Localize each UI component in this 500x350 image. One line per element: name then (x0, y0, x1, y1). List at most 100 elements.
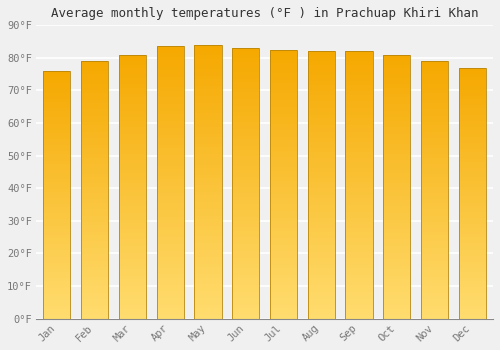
Bar (458, 133, 486, 136)
Bar (119, 98, 146, 101)
Bar (270, 245, 297, 248)
Bar (421, 229, 448, 232)
Bar (458, 259, 486, 262)
Bar (346, 88, 372, 91)
Bar (346, 285, 372, 288)
Bar (232, 170, 260, 173)
Bar (270, 120, 297, 124)
Bar (156, 104, 184, 108)
Bar (308, 168, 335, 172)
Bar (383, 259, 410, 262)
Bar (119, 127, 146, 131)
Bar (458, 250, 486, 253)
Bar (308, 225, 335, 229)
Bar (458, 237, 486, 240)
Bar (383, 309, 410, 312)
Bar (194, 76, 222, 79)
Bar (383, 249, 410, 253)
Bar (346, 68, 372, 71)
Bar (421, 93, 448, 97)
Bar (383, 58, 410, 61)
Bar (346, 242, 372, 245)
Bar (232, 197, 260, 200)
Bar (308, 255, 335, 258)
Bar (194, 219, 222, 223)
Bar (308, 272, 335, 275)
Bar (119, 276, 146, 279)
Bar (81, 289, 108, 293)
Bar (346, 75, 372, 78)
Bar (194, 124, 222, 127)
Bar (383, 230, 410, 233)
Bar (383, 233, 410, 236)
Bar (421, 219, 448, 222)
Bar (44, 253, 70, 257)
Bar (383, 157, 410, 160)
Bar (270, 140, 297, 144)
Bar (232, 210, 260, 214)
Bar (458, 246, 486, 250)
Bar (421, 232, 448, 235)
Bar (194, 264, 222, 267)
Bar (119, 75, 146, 78)
Bar (156, 305, 184, 308)
Bar (81, 151, 108, 154)
Bar (81, 167, 108, 170)
Bar (232, 146, 260, 149)
Bar (44, 257, 70, 260)
Bar (421, 196, 448, 200)
Bar (383, 187, 410, 190)
Bar (194, 110, 222, 113)
Bar (232, 295, 260, 298)
Bar (44, 312, 70, 315)
Bar (383, 131, 410, 134)
Bar (383, 216, 410, 219)
Bar (156, 274, 184, 278)
Bar (308, 309, 335, 312)
Bar (156, 302, 184, 305)
Bar (308, 202, 335, 205)
Bar (44, 275, 70, 278)
Bar (232, 163, 260, 166)
Bar (458, 190, 486, 193)
Bar (270, 171, 297, 174)
Bar (81, 187, 108, 190)
Bar (156, 67, 184, 70)
Bar (119, 236, 146, 239)
Bar (346, 225, 372, 229)
Bar (421, 148, 448, 151)
Bar (308, 141, 335, 145)
Bar (194, 288, 222, 291)
Bar (270, 107, 297, 110)
Bar (156, 213, 184, 217)
Bar (421, 206, 448, 209)
Bar (346, 71, 372, 75)
Bar (194, 240, 222, 243)
Bar (156, 108, 184, 111)
Bar (194, 274, 222, 278)
Bar (383, 173, 410, 177)
Bar (81, 277, 108, 280)
Bar (44, 83, 70, 86)
Bar (270, 218, 297, 221)
Bar (383, 111, 410, 114)
Bar (270, 241, 297, 245)
Bar (308, 65, 335, 68)
Bar (458, 287, 486, 290)
Bar (346, 111, 372, 115)
Bar (232, 180, 260, 183)
Bar (194, 185, 222, 189)
Bar (270, 295, 297, 299)
Bar (44, 210, 70, 213)
Bar (270, 194, 297, 198)
Bar (383, 292, 410, 295)
Bar (44, 216, 70, 219)
Bar (383, 183, 410, 187)
Bar (119, 180, 146, 183)
Bar (81, 122, 108, 126)
Bar (232, 85, 260, 89)
Bar (421, 68, 448, 71)
Bar (44, 96, 70, 99)
Bar (270, 302, 297, 305)
Bar (383, 203, 410, 206)
